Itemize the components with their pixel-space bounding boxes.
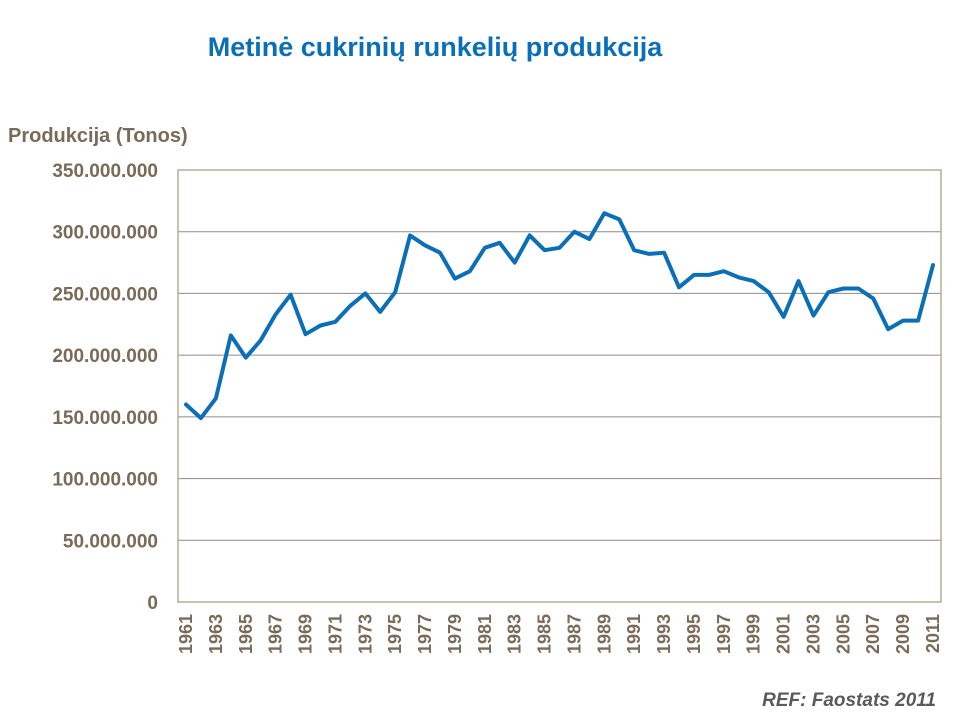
- x-tick-label: 1995: [684, 614, 704, 654]
- y-tick-label: 300.000.000: [52, 223, 158, 244]
- chart-title: Metinė cukrinių runkelių produkcija: [207, 32, 663, 62]
- x-tick-label: 1979: [445, 614, 465, 654]
- x-tick-label: 1989: [594, 614, 614, 654]
- x-tick-label: 1985: [535, 614, 555, 654]
- x-tick-label: 2005: [833, 614, 853, 654]
- gridlines: [178, 231, 941, 541]
- y-axis-label: Produkcija (Tonos): [8, 125, 188, 147]
- y-tick-label: 0: [147, 593, 158, 614]
- x-tick-label: 1965: [236, 614, 256, 654]
- x-tick-label: 2003: [803, 614, 823, 654]
- plot-frame: [177, 169, 942, 603]
- x-tick-label: 1967: [266, 614, 286, 654]
- x-tick-label: 1975: [385, 614, 405, 654]
- x-tick-label: 2009: [893, 614, 913, 654]
- x-tick-label: 1969: [296, 614, 316, 654]
- y-tick-label: 250.000.000: [52, 284, 158, 305]
- x-tick-label: 1983: [505, 614, 525, 654]
- y-tick-label: 200.000.000: [52, 346, 158, 367]
- x-tick-label: 2011: [923, 614, 943, 653]
- x-tick-label: 1973: [355, 614, 375, 654]
- x-tick-label: 1963: [206, 614, 226, 654]
- y-tick-label: 350.000.000: [52, 161, 158, 182]
- y-tick-labels: 0 50.000.000 100.000.000 150.000.000 200.000…: [52, 161, 158, 614]
- x-tick-label: 1991: [624, 614, 644, 654]
- x-tick-labels: 1961 1963 1965 1967 1969 1971 1973 1975 1977 1979…: [176, 614, 943, 654]
- y-tick-label: 50.000.000: [63, 531, 158, 552]
- y-tick-label: 150.000.000: [52, 408, 158, 429]
- x-tick-label: 1999: [744, 614, 764, 654]
- x-tick-label: 2007: [863, 614, 883, 654]
- y-tick-label: 100.000.000: [52, 470, 158, 491]
- x-tick-label: 1993: [654, 614, 674, 654]
- production-series-line: [184, 211, 935, 421]
- x-tick-label: 2001: [774, 614, 794, 654]
- x-tick-label: 1961: [176, 614, 196, 654]
- x-tick-label: 1971: [325, 614, 345, 654]
- source-reference: REF: Faostats 2011: [762, 690, 936, 711]
- x-tick-label: 1997: [714, 614, 734, 654]
- x-tick-label: 1987: [564, 614, 584, 654]
- x-tick-label: 1981: [475, 614, 495, 654]
- x-tick-label: 1977: [415, 614, 435, 654]
